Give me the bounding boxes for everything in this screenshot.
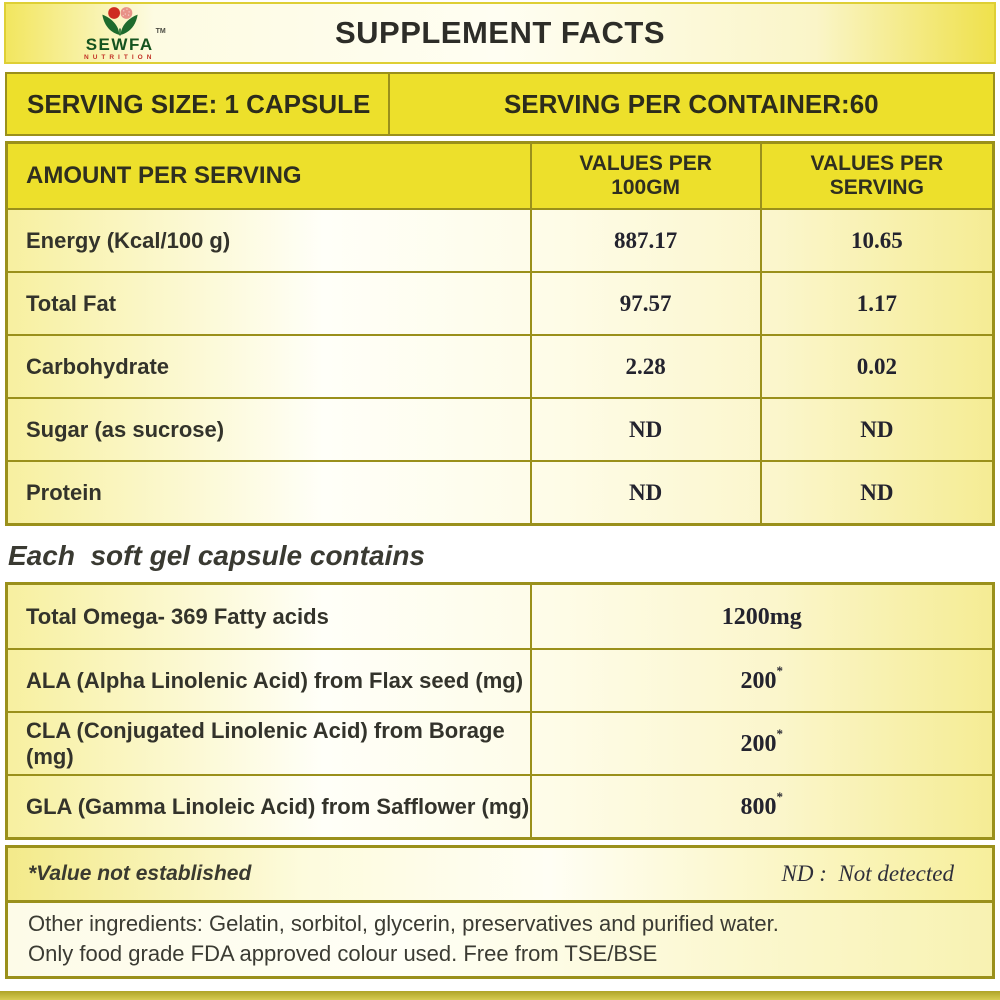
capsule-section-heading: Each soft gel capsule contains (8, 540, 426, 571)
brand-name-text: SEWFA (85, 35, 154, 54)
trademark-symbol: TM (155, 28, 166, 35)
logo-brain-texture (122, 8, 130, 17)
value-per-serving: ND (860, 479, 894, 505)
nutrition-header-row: AMOUNT PER SERVING VALUES PER 100GM VALU… (8, 144, 992, 208)
brand-band: SEWFA TM NUTRITION SUPPLEMENT FACTS (4, 2, 996, 64)
ingredient-value-text: 800 (740, 793, 777, 820)
ingredient-label: CLA (Conjugated Linolenic Acid) from Bor… (26, 717, 505, 769)
ingredient-label: GLA (Gamma Linoleic Acid) from Safflower… (26, 793, 530, 819)
table-row: Carbohydrate 2.28 0.02 (8, 334, 992, 397)
header-line: VALUES PER (579, 152, 712, 176)
ingredient-value: 200* (740, 663, 784, 695)
column-header-per-100gm: VALUES PER 100GM (529, 144, 760, 208)
table-row: Total Fat 97.57 1.17 (8, 271, 992, 334)
footnotes-box: *Value not established ND : Not detected… (5, 845, 995, 980)
bottom-accent-bar (0, 991, 1000, 1000)
value-per-serving: 0.02 (856, 353, 897, 379)
capsule-contents-table: Total Omega- 369 Fatty acids 1200mg ALA … (5, 582, 995, 840)
ingredient-value-text: 200 (740, 730, 777, 757)
other-ingredients-line1: Other ingredients: Gelatin, sorbitol, gl… (28, 911, 779, 936)
asterisk-marker: * (776, 662, 784, 678)
brand-logo: SEWFA TM NUTRITION (84, 6, 166, 61)
value-per-100gm: ND (629, 479, 663, 505)
ingredient-value-text: 1200mg (721, 603, 802, 630)
logo-stem (118, 28, 121, 36)
asterisk-marker: * (776, 788, 784, 804)
table-row: Sugar (as sucrose) ND ND (8, 397, 992, 460)
brand-tagline: NUTRITION (84, 54, 156, 61)
value-per-serving: 10.65 (851, 227, 903, 253)
value-not-established-note: *Value not established (28, 862, 252, 885)
table-row: GLA (Gamma Linoleic Acid) from Safflower… (8, 774, 992, 837)
page-title: SUPPLEMENT FACTS (334, 15, 666, 50)
column-header-amount: AMOUNT PER SERVING (26, 162, 302, 189)
table-row: Energy (Kcal/100 g) 887.17 10.65 (8, 208, 992, 271)
ingredient-label: Total Omega- 369 Fatty acids (26, 603, 329, 629)
nutrient-label: Sugar (as sucrose) (26, 416, 225, 442)
nutrient-label: Carbohydrate (26, 353, 170, 379)
ingredient-label: ALA (Alpha Linolenic Acid) from Flax see… (26, 667, 524, 693)
logo-right-leaf (120, 14, 138, 35)
ingredient-value-text: 200 (740, 667, 777, 694)
table-row: Total Omega- 369 Fatty acids 1200mg (8, 585, 992, 648)
value-per-100gm: ND (629, 416, 663, 442)
value-per-serving: 1.17 (856, 290, 897, 316)
footnote-row: *Value not established ND : Not detected (8, 848, 992, 900)
ingredient-value: 800* (740, 789, 784, 821)
asterisk-marker: * (776, 725, 784, 741)
value-per-100gm: 887.17 (614, 227, 678, 253)
column-header-per-serving: VALUES PER SERVING (759, 144, 992, 208)
ingredient-value: 1200mg (722, 603, 802, 631)
nutrition-table: AMOUNT PER SERVING VALUES PER 100GM VALU… (5, 141, 995, 526)
logo-heart-shape (107, 7, 120, 19)
other-ingredients-row: Other ingredients: Gelatin, sorbitol, gl… (8, 900, 992, 977)
ingredient-value: 200* (740, 726, 784, 758)
brand-name: SEWFA TM (85, 28, 166, 54)
header-line: VALUES PER (810, 152, 944, 176)
table-row: CLA (Conjugated Linolenic Acid) from Bor… (8, 711, 992, 774)
table-row: ALA (Alpha Linolenic Acid) from Flax see… (8, 648, 992, 711)
table-row: Protein ND ND (8, 460, 992, 523)
sewfa-logo-icon (102, 7, 138, 36)
header-line: 100GM (611, 176, 681, 199)
nd-not-detected-note: ND : Not detected (781, 861, 954, 886)
value-per-100gm: 97.57 (619, 290, 672, 316)
other-ingredients-line2: Only food grade FDA approved colour used… (28, 940, 658, 966)
nutrient-label: Energy (Kcal/100 g) (26, 227, 231, 253)
serving-size: SERVING SIZE: 1 CAPSULE (27, 88, 371, 119)
nutrient-label: Total Fat (26, 290, 117, 316)
serving-per-container: SERVING PER CONTAINER:60 (387, 74, 993, 134)
serving-info-bar: SERVING SIZE: 1 CAPSULE SERVING PER CONT… (5, 72, 995, 136)
value-per-100gm: 2.28 (625, 353, 666, 379)
logo-left-leaf (102, 14, 120, 35)
nutrient-label: Protein (26, 479, 102, 505)
value-per-serving: ND (860, 416, 894, 442)
header-line: SERVING (829, 176, 924, 199)
